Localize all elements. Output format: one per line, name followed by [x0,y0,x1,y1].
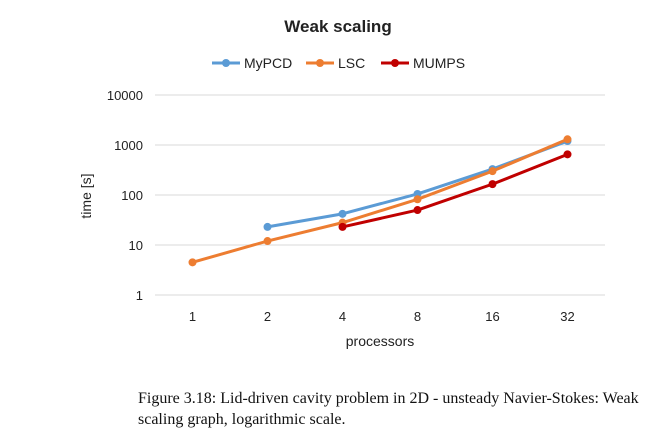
x-tick-label: 4 [339,309,346,324]
data-point-lsc-32 [563,135,572,144]
x-tick-label: 16 [485,309,499,324]
data-point-mypcd-4 [338,209,347,218]
legend-item-mumps: MUMPS [381,55,465,71]
data-point-mumps-16 [488,180,497,189]
legend: MyPCD LSC MUMPS [212,55,465,71]
x-tick-label: 1 [189,309,196,324]
data-point-mumps-8 [413,206,422,215]
data-point-lsc-16 [488,167,497,176]
y-tick-label: 1000 [114,138,143,153]
legend-marker-mypcd [222,59,230,67]
legend-label-mypcd: MyPCD [244,55,292,71]
legend-item-mypcd: MyPCD [212,55,292,71]
figure-caption: Figure 3.18: Lid-driven cavity problem i… [138,390,639,428]
series-lines [188,135,572,267]
legend-label-lsc: LSC [338,55,365,71]
y-tick-label: 1 [136,288,143,303]
legend-marker-mumps [391,59,399,67]
series-lsc [188,135,572,267]
x-tick-label: 2 [264,309,271,324]
data-point-mumps-4 [338,222,347,231]
data-point-mumps-32 [563,150,572,159]
y-axis-label: time [s] [78,173,94,218]
series-mypcd [263,137,572,231]
x-tick-label: 8 [414,309,421,324]
legend-item-lsc: LSC [306,55,365,71]
x-axis-label: processors [346,333,414,349]
data-point-lsc-8 [413,195,422,204]
legend-label-mumps: MUMPS [413,55,465,71]
legend-marker-lsc [316,59,324,67]
series-line-lsc [191,137,569,264]
y-tick-label: 10 [129,238,143,253]
y-tick-labels: 1 10 100 1000 10000 [107,88,143,303]
y-tick-label: 10000 [107,88,143,103]
chart-title: Weak scaling [284,17,391,36]
weak-scaling-chart: Weak scaling MyPCD LSC MUMPS 1 10 100 1000 100… [78,17,605,349]
x-tick-labels: 1 2 4 8 16 32 [189,309,575,324]
x-tick-label: 32 [560,309,574,324]
data-point-mypcd-2 [263,222,272,231]
series-line-mumps [341,152,569,229]
y-tick-label: 100 [121,188,143,203]
data-point-lsc-1 [188,258,197,267]
series-mumps [338,150,572,231]
data-point-lsc-2 [263,237,272,246]
gridlines [155,94,605,296]
